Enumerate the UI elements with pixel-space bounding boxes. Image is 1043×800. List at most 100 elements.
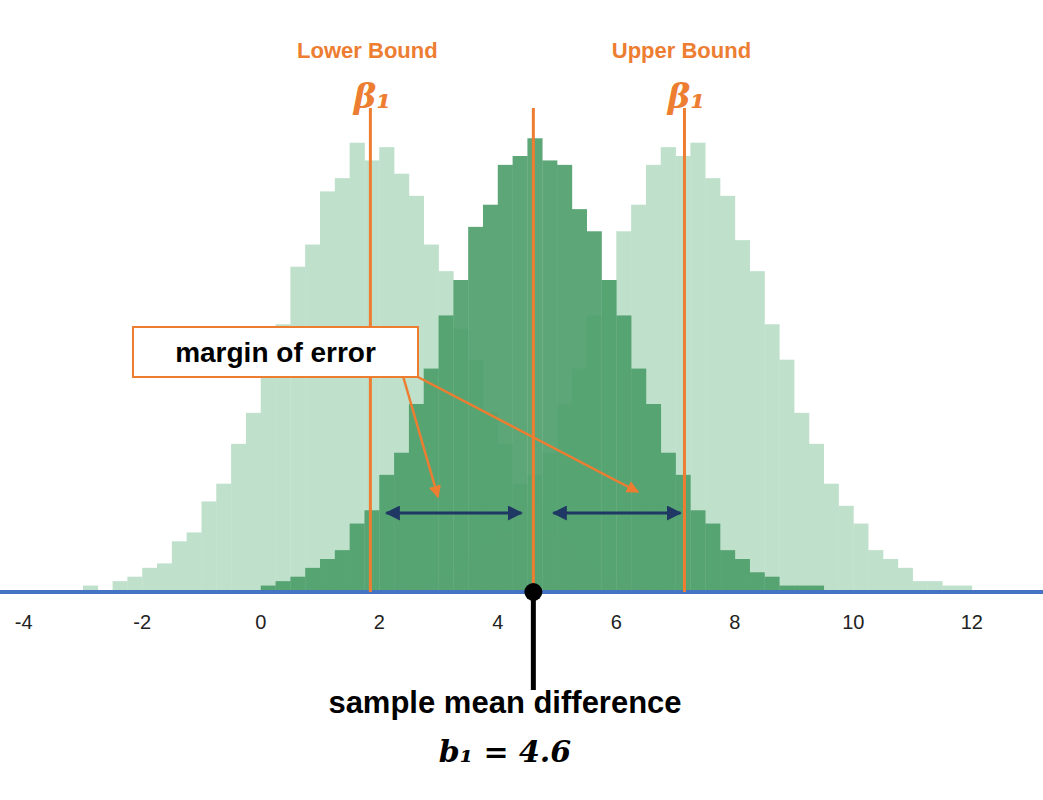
histogram-bar [853, 590, 868, 591]
histogram-bar [335, 550, 350, 590]
histogram-bar [187, 590, 202, 591]
histogram-bar [201, 590, 216, 591]
x-tick-label: 12 [961, 611, 983, 633]
histogram-bar [246, 590, 261, 591]
histogram-bar [127, 577, 142, 590]
histogram-bar [794, 586, 809, 590]
x-axis-line [0, 590, 1043, 594]
margin-arrow [553, 512, 680, 515]
histogram-bar [157, 590, 172, 591]
sample-mean-label: sample mean difference [328, 685, 681, 720]
histogram-bar [68, 590, 83, 591]
histogram-bar [542, 160, 557, 590]
x-tick-label: 2 [374, 611, 385, 633]
histogram-bar [246, 590, 261, 591]
histogram-bar [290, 577, 305, 590]
histogram-bar [972, 590, 987, 591]
histogram-bar [883, 590, 898, 591]
histogram-bar [453, 280, 468, 590]
histogram-bar [68, 590, 83, 591]
histogram-bar [424, 245, 439, 590]
x-tick-label: 8 [729, 611, 740, 633]
label-pointer [416, 376, 638, 492]
histogram-bar [483, 205, 498, 590]
histogram-bar [320, 559, 335, 590]
histogram-bar [898, 568, 913, 590]
histogram-bar [764, 324, 779, 590]
histogram-bar [927, 581, 942, 590]
histogram-bar [39, 590, 54, 591]
histogram-bar [898, 590, 913, 591]
histogram-bar [957, 590, 972, 591]
histogram-bar [68, 590, 83, 591]
histogram-bar [809, 586, 824, 590]
histogram-bar [394, 174, 409, 590]
histogram-bar [631, 369, 646, 590]
histogram-bar [83, 586, 98, 590]
histogram-bar [839, 590, 854, 591]
histogram [83, 143, 646, 590]
histogram-bar [424, 369, 439, 590]
sample-mean-value: b₁ = 4.6 [439, 734, 571, 769]
histograms [83, 138, 972, 590]
histogram-bar [927, 590, 942, 591]
histogram-bar [172, 590, 187, 591]
bound-line [683, 108, 686, 592]
x-tick-label: 0 [255, 611, 266, 633]
histogram-bar [735, 240, 750, 590]
histogram-bar [439, 315, 454, 590]
histogram-bar [98, 590, 113, 591]
histogram-bar [276, 581, 291, 590]
histogram-bar [142, 590, 157, 591]
label-box [133, 327, 418, 377]
histogram-bar [53, 590, 68, 591]
histogram-bar [157, 590, 172, 591]
bound-symbol: β₁ [666, 76, 705, 116]
histogram-bar [913, 590, 928, 591]
histogram-bar [305, 245, 320, 590]
histogram-bar [602, 280, 617, 590]
histogram-bar [913, 581, 928, 590]
histogram-bar [661, 453, 676, 590]
histogram-bar [53, 590, 68, 591]
histogram-bar [868, 590, 883, 591]
histogram-bar [1002, 590, 1017, 591]
histogram-bar [720, 196, 735, 590]
histogram-bar [113, 590, 128, 591]
histogram-bar [750, 271, 765, 590]
histogram-bar [794, 413, 809, 590]
histogram-bar [39, 590, 54, 591]
histogram-bar [646, 165, 661, 590]
histogram-bar [142, 590, 157, 591]
bound-label: Upper Bound [612, 38, 751, 63]
histogram-bar [320, 191, 335, 590]
histogram-bar [127, 590, 142, 591]
sample-mean-dot [524, 583, 542, 601]
histogram-bar [187, 532, 202, 590]
histogram-bar [216, 590, 231, 591]
x-tick-label: 4 [492, 611, 503, 633]
histogram-bar [83, 590, 98, 591]
histogram-bar [127, 590, 142, 591]
histogram-bar [261, 360, 276, 590]
histogram-bar [172, 541, 187, 590]
histogram-bar [824, 590, 839, 591]
histogram-bar [735, 559, 750, 590]
histogram-bar [824, 484, 839, 590]
histogram-bar [557, 165, 572, 590]
histogram-bar [98, 590, 113, 591]
histogram-bar [779, 586, 794, 590]
histogram-bar [290, 267, 305, 590]
histogram-bar [409, 404, 424, 590]
histogram-bar [809, 444, 824, 590]
histogram-bar [172, 590, 187, 591]
histogram-bar [616, 315, 631, 590]
margin-arrow [386, 512, 521, 515]
histogram-bar [1002, 590, 1017, 591]
histogram-bar [513, 156, 528, 590]
histogram-bar [987, 590, 1002, 591]
histogram-bar [987, 590, 1002, 591]
x-tick-label: -4 [15, 611, 33, 633]
histogram-bar [883, 559, 898, 590]
bound-label: Lower Bound [297, 38, 438, 63]
